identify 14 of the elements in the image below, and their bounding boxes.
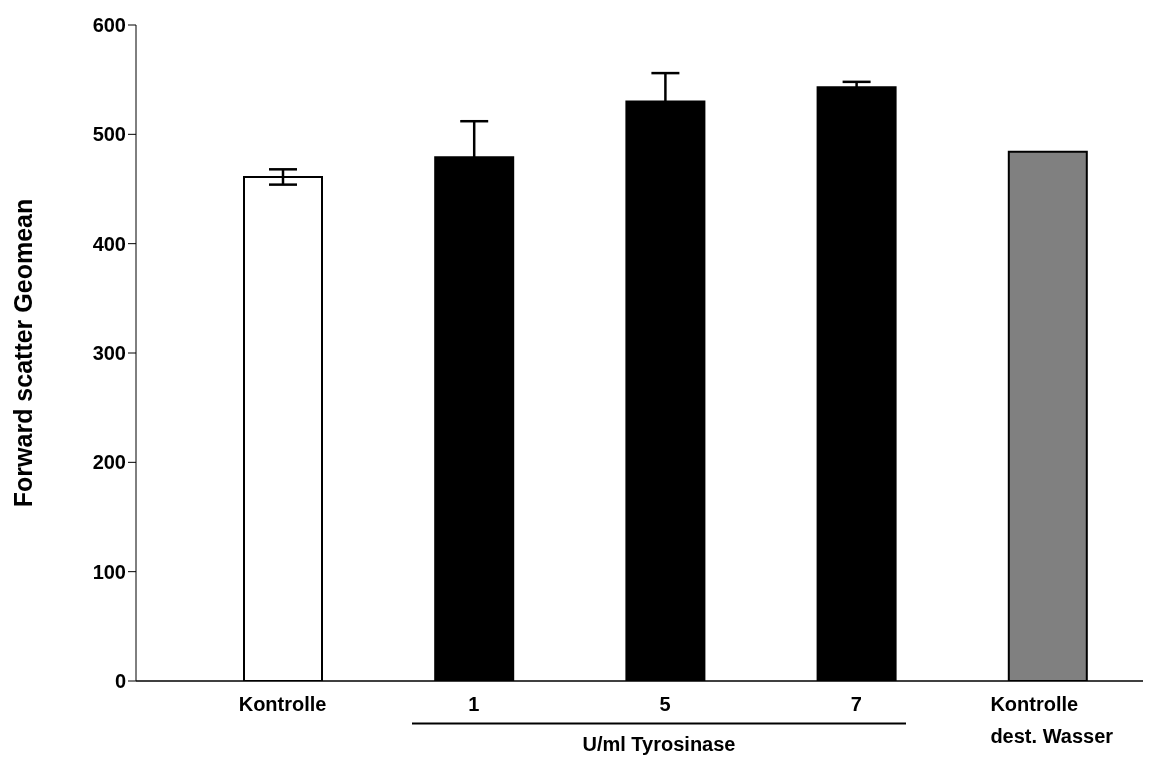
y-tick-label: 0 [114,670,126,693]
y-tick-label: 100 [92,560,126,583]
y-tick-label: 200 [92,451,126,474]
y-tick-label: 500 [92,123,126,146]
x-tick-label: 1 [468,693,480,715]
y-tick-label: 300 [92,342,126,365]
x-tick-label: 5 [659,693,671,715]
x-tick-label: Kontrolle dest. Wasser [990,693,1114,747]
y-tick-label: 600 [92,14,126,37]
x-tick-label: 7 [850,693,862,715]
text: U/ml Tyrosinase [581,733,737,756]
y-axis-title: Forward scatter Geomean [8,198,37,508]
x-tick-label: Kontrolle [238,693,327,715]
y-tick-label: 400 [92,232,126,255]
